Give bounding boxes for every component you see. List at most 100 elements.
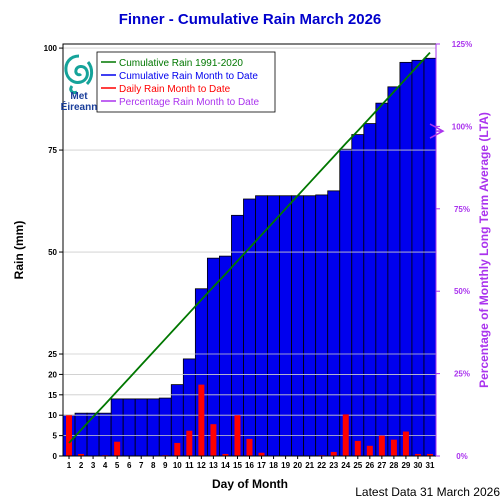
percentage-arrow-icon — [429, 123, 445, 139]
cumulative-bar — [411, 59, 425, 457]
x-tick-label: 14 — [221, 461, 230, 470]
x-tick-label: 4 — [103, 461, 108, 470]
x-tick-label: 9 — [163, 461, 168, 470]
daily-bar — [186, 430, 193, 456]
y-axis-label: Rain (mm) — [12, 221, 26, 280]
x-tick-label: 22 — [317, 461, 326, 470]
x-tick-label: 2 — [79, 461, 84, 470]
x-tick-label: 13 — [209, 461, 218, 470]
x-tick-label: 7 — [139, 461, 144, 470]
cumulative-bar — [134, 398, 148, 457]
daily-bar — [210, 424, 217, 456]
daily-bar — [246, 438, 253, 456]
y-tick-label: 75 — [48, 146, 57, 155]
x-tick-label: 17 — [257, 461, 266, 470]
daily-bar — [342, 414, 349, 456]
daily-bar — [390, 439, 397, 456]
x-tick-label: 30 — [413, 461, 422, 470]
met-eireann-swirl-icon — [64, 54, 94, 94]
cumulative-bar — [423, 57, 437, 457]
cumulative-bar — [279, 195, 293, 457]
x-tick-label: 21 — [305, 461, 314, 470]
y-tick-label: 15 — [48, 391, 57, 400]
daily-bar — [414, 453, 421, 456]
chart-legend: Cumulative Rain 1991-2020 Cumulative Rain… — [96, 51, 276, 113]
cumulative-bar — [327, 190, 341, 457]
x-tick-label: 10 — [173, 461, 182, 470]
y-tick-label: 10 — [48, 411, 57, 420]
cumulative-bar — [146, 398, 160, 457]
legend-label: Daily Rain Month to Date — [119, 84, 231, 95]
cumulative-bar — [86, 412, 100, 457]
chart-title: Finner - Cumulative Rain March 2026 — [119, 11, 382, 28]
y2-tick-label: 125% — [452, 40, 472, 49]
y-tick-label: 0 — [53, 452, 58, 461]
y-tick-label: 100 — [44, 44, 58, 53]
x-axis-label: Day of Month — [212, 477, 288, 491]
legend-label: Percentage Rain Month to Date — [119, 97, 260, 108]
x-tick-label: 25 — [353, 461, 362, 470]
x-tick-label: 31 — [426, 461, 435, 470]
met-eireann-logo: Met Éireann — [61, 54, 98, 113]
x-tick-label: 23 — [329, 461, 338, 470]
x-tick-label: 19 — [281, 461, 290, 470]
y-tick-label: 5 — [53, 432, 58, 441]
x-tick-label: 16 — [245, 461, 254, 470]
y-tick-label: 25 — [48, 350, 57, 359]
y-tick-label: 50 — [48, 248, 57, 257]
daily-bar — [66, 415, 73, 456]
x-tick-label: 29 — [401, 461, 410, 470]
cumulative-bar — [291, 195, 305, 457]
legend-box — [96, 51, 276, 113]
x-tick-label: 6 — [127, 461, 132, 470]
cumulative-bar — [219, 255, 232, 457]
cumulative-bar — [98, 412, 112, 457]
cumulative-bar — [399, 61, 413, 457]
daily-bar — [198, 384, 205, 456]
y2-tick-label: 100% — [452, 122, 472, 131]
x-tick-label: 15 — [233, 461, 242, 470]
y-tick-label: 20 — [48, 370, 57, 379]
legend-label: Cumulative Rain Month to Date — [119, 71, 258, 82]
y2-axis-label: Percentage of Monthly Long Term Average … — [477, 112, 491, 388]
y2-tick-label: 0% — [456, 452, 468, 461]
x-tick-label: 12 — [197, 461, 206, 470]
daily-bar — [366, 445, 373, 456]
cumulative-bar — [122, 398, 136, 457]
daily-bar — [402, 431, 409, 456]
daily-bar — [222, 453, 229, 456]
daily-bar — [354, 440, 361, 456]
y2-tick-label: 75% — [454, 205, 470, 214]
cumulative-bar — [315, 194, 329, 457]
lta-line — [68, 51, 431, 444]
cumulative-bar — [303, 195, 317, 457]
x-tick-label: 1 — [67, 461, 72, 470]
cumulative-bar — [243, 198, 256, 457]
daily-bar — [426, 453, 433, 456]
x-tick-label: 5 — [115, 461, 120, 470]
x-tick-label: 27 — [377, 461, 386, 470]
latest-data-footer: Latest Data 31 March 2026 — [355, 485, 500, 499]
daily-bar — [78, 453, 85, 456]
x-tick-label: 18 — [269, 461, 278, 470]
daily-bar — [378, 435, 385, 456]
daily-bar — [174, 442, 181, 456]
x-tick-label: 20 — [293, 461, 302, 470]
logo-text-line-2: Éireann — [61, 100, 98, 113]
daily-bar — [114, 441, 121, 456]
cumulative-bar — [339, 148, 353, 457]
legend-label: Cumulative Rain 1991-2020 — [119, 58, 243, 69]
daily-bar — [234, 415, 241, 456]
x-tick-label: 3 — [91, 461, 96, 470]
x-tick-label: 8 — [151, 461, 156, 470]
cumulative-bar — [351, 134, 365, 457]
cumulative-bar — [158, 397, 172, 457]
y2-tick-label: 25% — [454, 370, 470, 379]
cumulative-bar — [267, 195, 280, 457]
daily-bar — [330, 451, 337, 456]
y2-tick-label: 50% — [454, 287, 470, 296]
cumulative-bar — [375, 102, 389, 457]
x-tick-label: 11 — [185, 461, 194, 470]
cumulative-bar — [387, 86, 401, 457]
